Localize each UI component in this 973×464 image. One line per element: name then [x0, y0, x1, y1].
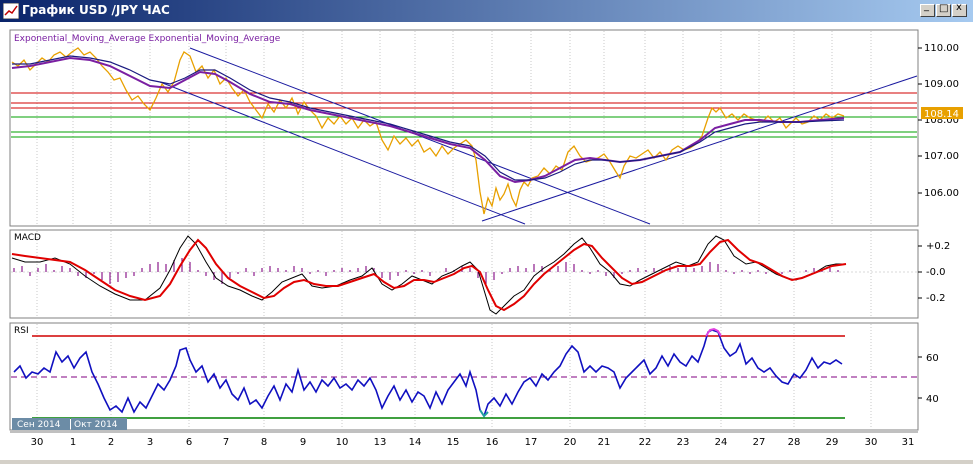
day-label-23: 23 — [677, 437, 690, 448]
rsi-tick-60: 60 — [926, 353, 939, 364]
day-label-21: 21 — [598, 437, 611, 448]
day-label-16: 16 — [486, 437, 499, 448]
window-title: График USD /JPY ЧАС — [22, 3, 170, 17]
chart-window-icon — [3, 3, 19, 19]
rsi-axis: 60 40 — [918, 353, 939, 405]
price-indicator-label: Exponential_Moving_Average Exponential_M… — [14, 34, 281, 44]
rsi-label: RSI — [14, 326, 29, 336]
macd-label: MACD — [14, 233, 41, 243]
ema-fast-line — [11, 56, 845, 184]
day-label-14: 14 — [409, 437, 422, 448]
rsi-tick-40: 40 — [926, 394, 939, 405]
day-label-22: 22 — [639, 437, 652, 448]
month-labels: Сен 2014 Окт 2014 — [12, 418, 127, 430]
macd-tick-plus: +0.2 — [926, 241, 950, 252]
chart-frame: Exponential_Moving_Average Exponential_M… — [0, 22, 973, 460]
current-price-badge — [921, 107, 963, 119]
day-label-17: 17 — [525, 437, 538, 448]
macd-histogram — [13, 258, 839, 284]
day-label-6: 6 — [186, 437, 192, 448]
day-label-3: 3 — [147, 437, 153, 448]
day-label-1: 1 — [70, 437, 76, 448]
macd-tick-minus: -0.2 — [926, 293, 946, 304]
day-label-30-sep: 30 — [31, 437, 44, 448]
day-label-2: 2 — [108, 437, 114, 448]
price-tick-109: 109.00 — [924, 79, 959, 90]
macd-signal-line — [11, 238, 847, 312]
price-axis: 110.00 109.00 108.00 107.00 106.00 — [918, 43, 959, 199]
macd-tick-zero: -0.0 — [926, 267, 946, 278]
price-panel: Exponential_Moving_Average Exponential_M… — [9, 29, 963, 227]
month-label-sep: Сен 2014 — [17, 420, 61, 430]
time-axis: 30 1 2 3 6 7 8 9 10 13 14 15 16 17 20 21… — [10, 431, 918, 448]
day-label-28: 28 — [788, 437, 801, 448]
maximize-button[interactable]: □ — [936, 3, 951, 17]
maximize-icon: □ — [939, 3, 949, 14]
day-label-10: 10 — [336, 437, 349, 448]
chart-canvas[interactable]: Exponential_Moving_Average Exponential_M… — [0, 22, 973, 460]
rsi-overbought-segment — [705, 327, 722, 337]
day-label-20: 20 — [564, 437, 577, 448]
day-label-24: 24 — [715, 437, 728, 448]
channel-lower-line — [159, 81, 526, 225]
title-bar: График USD /JPY ЧАС _ □ x — [0, 0, 973, 22]
rsi-oversold-segment — [479, 409, 489, 418]
macd-line — [11, 235, 846, 315]
rsi-panel: RSI 60 40 — [9, 322, 939, 431]
current-price-label: 108.14 — [924, 109, 959, 120]
close-icon: x — [956, 2, 962, 13]
price-tick-106: 106.00 — [924, 188, 959, 199]
price-tick-110: 110.00 — [924, 43, 959, 54]
day-label-29: 29 — [826, 437, 839, 448]
day-label-27: 27 — [753, 437, 766, 448]
day-label-7: 7 — [223, 437, 229, 448]
minimize-icon: _ — [924, 1, 929, 12]
price-tick-108: 108.00 — [924, 115, 959, 126]
day-label-30-oct: 30 — [865, 437, 878, 448]
day-label-13: 13 — [374, 437, 387, 448]
rsi-line — [13, 329, 843, 418]
macd-axis: +0.2 -0.0 -0.2 — [918, 241, 950, 304]
ema-slow-line — [12, 55, 845, 181]
uptrend-line — [481, 75, 918, 222]
day-label-15: 15 — [447, 437, 460, 448]
macd-panel: MACD +0.2 -0.0 -0.2 — [9, 229, 950, 319]
day-label-8: 8 — [261, 437, 267, 448]
day-label-31: 31 — [902, 437, 915, 448]
price-tick-107: 107.00 — [924, 151, 959, 162]
minimize-button[interactable]: _ — [920, 1, 935, 17]
close-button[interactable]: x — [952, 2, 967, 17]
day-label-9: 9 — [300, 437, 306, 448]
price-series — [11, 47, 845, 215]
month-label-oct: Окт 2014 — [74, 420, 118, 430]
